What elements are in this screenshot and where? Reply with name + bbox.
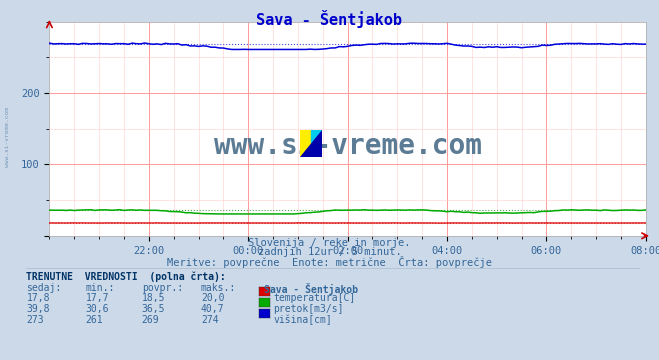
Text: 20,0: 20,0: [201, 293, 225, 303]
Text: 261: 261: [86, 315, 103, 325]
Text: 17,7: 17,7: [86, 293, 109, 303]
Text: 269: 269: [142, 315, 159, 325]
Text: višina[cm]: višina[cm]: [273, 315, 332, 325]
Text: 273: 273: [26, 315, 44, 325]
Text: 30,6: 30,6: [86, 304, 109, 314]
Bar: [300, 130, 311, 157]
Text: Sava - Šentjakob: Sava - Šentjakob: [256, 10, 403, 28]
Polygon shape: [300, 130, 322, 157]
Text: 274: 274: [201, 315, 219, 325]
Text: TRENUTNE  VREDNOSTI  (polna črta):: TRENUTNE VREDNOSTI (polna črta):: [26, 272, 226, 282]
Text: Sava - Šentjakob: Sava - Šentjakob: [264, 283, 358, 294]
Text: 36,5: 36,5: [142, 304, 165, 314]
Text: povpr.:: povpr.:: [142, 283, 183, 293]
Text: 18,5: 18,5: [142, 293, 165, 303]
Text: www.si-vreme.com: www.si-vreme.com: [5, 107, 11, 167]
Text: 39,8: 39,8: [26, 304, 50, 314]
Text: Slovenija / reke in morje.: Slovenija / reke in morje.: [248, 238, 411, 248]
Bar: [311, 130, 322, 157]
Text: pretok[m3/s]: pretok[m3/s]: [273, 304, 344, 314]
Text: min.:: min.:: [86, 283, 115, 293]
Text: 17,8: 17,8: [26, 293, 50, 303]
Text: sedaj:: sedaj:: [26, 283, 61, 293]
Text: www.si-vreme.com: www.si-vreme.com: [214, 132, 482, 160]
Text: maks.:: maks.:: [201, 283, 236, 293]
Text: 40,7: 40,7: [201, 304, 225, 314]
Text: zadnjih 12ur / 5 minut.: zadnjih 12ur / 5 minut.: [258, 247, 401, 257]
Text: temperatura[C]: temperatura[C]: [273, 293, 356, 303]
Text: Meritve: povprečne  Enote: metrične  Črta: povprečje: Meritve: povprečne Enote: metrične Črta:…: [167, 256, 492, 268]
